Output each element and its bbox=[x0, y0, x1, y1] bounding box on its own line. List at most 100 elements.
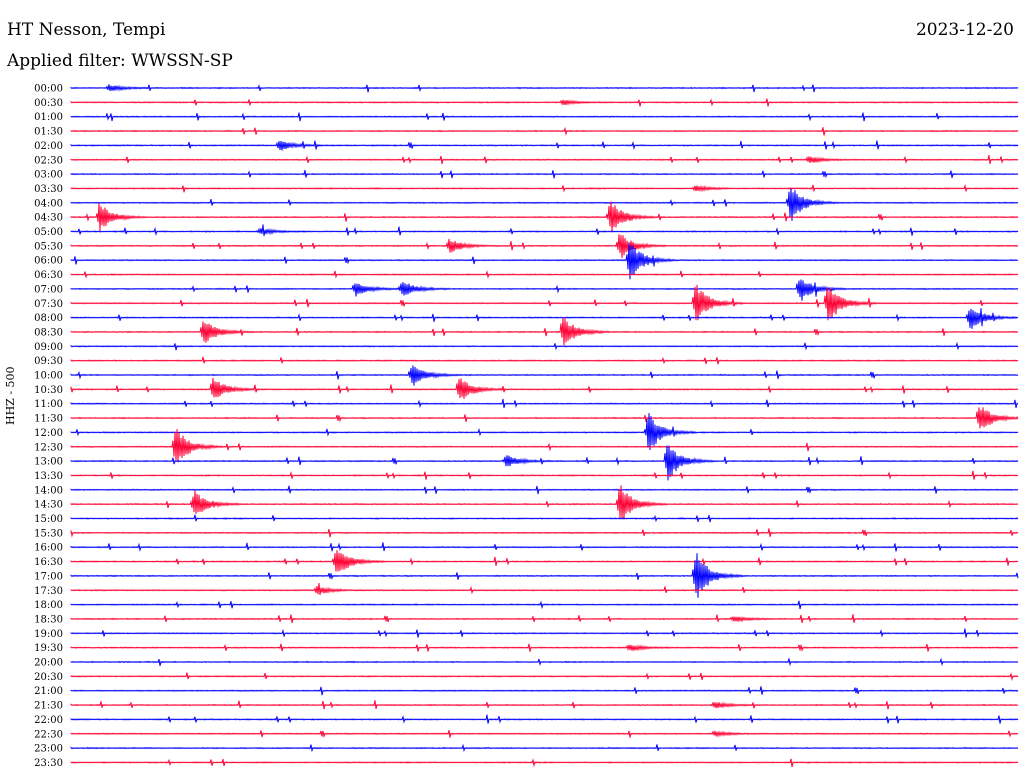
trace-row-0500 bbox=[70, 224, 1019, 237]
trace-row-2030 bbox=[70, 672, 1019, 682]
trace-row-1400 bbox=[70, 485, 1019, 495]
trace-row-1800 bbox=[70, 600, 1019, 610]
time-tick-label: 13:30 bbox=[34, 471, 63, 482]
time-tick-label: 05:00 bbox=[34, 227, 63, 238]
time-tick-label: 20:30 bbox=[34, 672, 63, 683]
trace-row-1830 bbox=[70, 614, 1019, 624]
time-tick-label: 23:00 bbox=[34, 744, 63, 755]
trace-row-0530 bbox=[70, 234, 1019, 258]
trace-row-0200 bbox=[70, 140, 1019, 151]
trace-row-0600 bbox=[70, 242, 1019, 280]
trace-row-0700 bbox=[70, 279, 1019, 301]
trace-row-1300 bbox=[70, 445, 1019, 481]
trace-row-0030 bbox=[70, 98, 1019, 107]
time-tick-label: 21:30 bbox=[34, 701, 63, 712]
trace-row-2230 bbox=[70, 730, 1019, 739]
time-tick-label: 18:00 bbox=[34, 600, 63, 611]
trace-row-1730 bbox=[70, 583, 1019, 595]
time-tick-label: 07:00 bbox=[34, 284, 63, 295]
trace-row-1330 bbox=[70, 470, 1019, 480]
trace-row-0100 bbox=[70, 112, 1019, 122]
trace-row-0130 bbox=[70, 126, 1019, 136]
time-tick-label: 15:30 bbox=[34, 528, 63, 539]
time-tick-label: 23:30 bbox=[34, 758, 63, 769]
trace-row-1700 bbox=[70, 553, 1019, 598]
time-tick-label: 07:30 bbox=[34, 299, 63, 310]
time-tick-label: 02:00 bbox=[34, 141, 63, 152]
trace-row-2200 bbox=[70, 714, 1019, 724]
time-tick-label: 19:00 bbox=[34, 629, 63, 640]
time-tick-label: 22:30 bbox=[34, 729, 63, 740]
seismic-traces bbox=[70, 83, 1019, 768]
trace-row-0230 bbox=[70, 155, 1019, 165]
time-tick-label: 21:00 bbox=[34, 686, 63, 697]
time-tick-label: 20:00 bbox=[34, 658, 63, 669]
trace-row-1430 bbox=[70, 485, 1019, 520]
time-tick-label: 14:30 bbox=[34, 500, 63, 511]
time-tick-label: 16:00 bbox=[34, 543, 63, 554]
time-tick-labels: 00:00 00:30 01:00 01:30 02:00 02:30 03:00 03:30… bbox=[34, 84, 63, 769]
trace-row-1630 bbox=[70, 550, 1019, 572]
trace-row-1530 bbox=[70, 528, 1019, 538]
trace-row-0430 bbox=[70, 201, 1019, 233]
date-label: 2023-12-20 bbox=[915, 20, 1014, 40]
trace-row-1230 bbox=[70, 429, 1019, 463]
filter-label: Applied filter: WWSSN-SP bbox=[7, 51, 233, 71]
trace-row-1000 bbox=[70, 365, 1019, 386]
time-tick-label: 12:30 bbox=[34, 442, 63, 453]
time-tick-label: 00:00 bbox=[34, 84, 63, 95]
time-tick-label: 01:30 bbox=[34, 127, 63, 138]
trace-row-2330 bbox=[70, 758, 1019, 768]
trace-row-1200 bbox=[70, 413, 1019, 451]
time-tick-label: 09:30 bbox=[34, 356, 63, 367]
time-tick-label: 08:00 bbox=[34, 313, 63, 324]
time-tick-label: 04:00 bbox=[34, 198, 63, 209]
time-tick-label: 17:30 bbox=[34, 586, 63, 597]
trace-row-1030 bbox=[70, 377, 1019, 399]
trace-row-1100 bbox=[70, 398, 1019, 409]
trace-row-1900 bbox=[70, 628, 1019, 638]
time-tick-label: 12:00 bbox=[34, 428, 63, 439]
trace-row-0330 bbox=[70, 184, 1019, 193]
time-tick-label: 16:30 bbox=[34, 557, 63, 568]
trace-row-0000 bbox=[70, 83, 1019, 93]
trace-row-1130 bbox=[70, 407, 1019, 429]
time-tick-label: 13:00 bbox=[34, 457, 63, 468]
time-tick-label: 15:00 bbox=[34, 514, 63, 525]
channel-axis-label: HHZ - 500 bbox=[4, 366, 17, 425]
trace-row-2100 bbox=[70, 686, 1019, 696]
time-tick-label: 03:30 bbox=[34, 184, 63, 195]
time-tick-label: 01:00 bbox=[34, 112, 63, 123]
time-tick-label: 10:30 bbox=[34, 385, 63, 396]
time-tick-label: 06:00 bbox=[34, 256, 63, 267]
time-tick-label: 04:30 bbox=[34, 213, 63, 224]
time-tick-label: 02:30 bbox=[34, 155, 63, 166]
trace-row-2000 bbox=[70, 657, 1019, 667]
time-tick-label: 18:30 bbox=[34, 614, 63, 625]
trace-row-0900 bbox=[70, 341, 1019, 351]
trace-row-0400 bbox=[70, 188, 1019, 221]
trace-row-0630 bbox=[70, 270, 1019, 279]
trace-row-1930 bbox=[70, 643, 1019, 652]
time-tick-label: 19:30 bbox=[34, 643, 63, 654]
time-tick-label: 03:00 bbox=[34, 170, 63, 181]
time-tick-label: 06:30 bbox=[34, 270, 63, 281]
trace-row-0300 bbox=[70, 169, 1019, 179]
time-tick-label: 11:30 bbox=[34, 414, 63, 425]
time-tick-label: 10:00 bbox=[34, 371, 63, 382]
trace-row-1600 bbox=[70, 542, 1019, 552]
time-tick-label: 05:30 bbox=[34, 241, 63, 252]
time-tick-label: 17:00 bbox=[34, 571, 63, 582]
trace-row-0930 bbox=[70, 356, 1019, 365]
trace-row-0830 bbox=[70, 317, 1019, 346]
trace-row-2130 bbox=[70, 700, 1019, 710]
trace-row-0730 bbox=[70, 284, 1019, 321]
time-tick-label: 09:00 bbox=[34, 342, 63, 353]
trace-row-2300 bbox=[70, 743, 1019, 753]
time-tick-label: 08:30 bbox=[34, 327, 63, 338]
trace-row-0800 bbox=[70, 308, 1019, 329]
time-tick-label: 00:30 bbox=[34, 98, 63, 109]
time-tick-label: 22:00 bbox=[34, 715, 63, 726]
station-title: HT Nesson, Tempi bbox=[7, 20, 166, 40]
